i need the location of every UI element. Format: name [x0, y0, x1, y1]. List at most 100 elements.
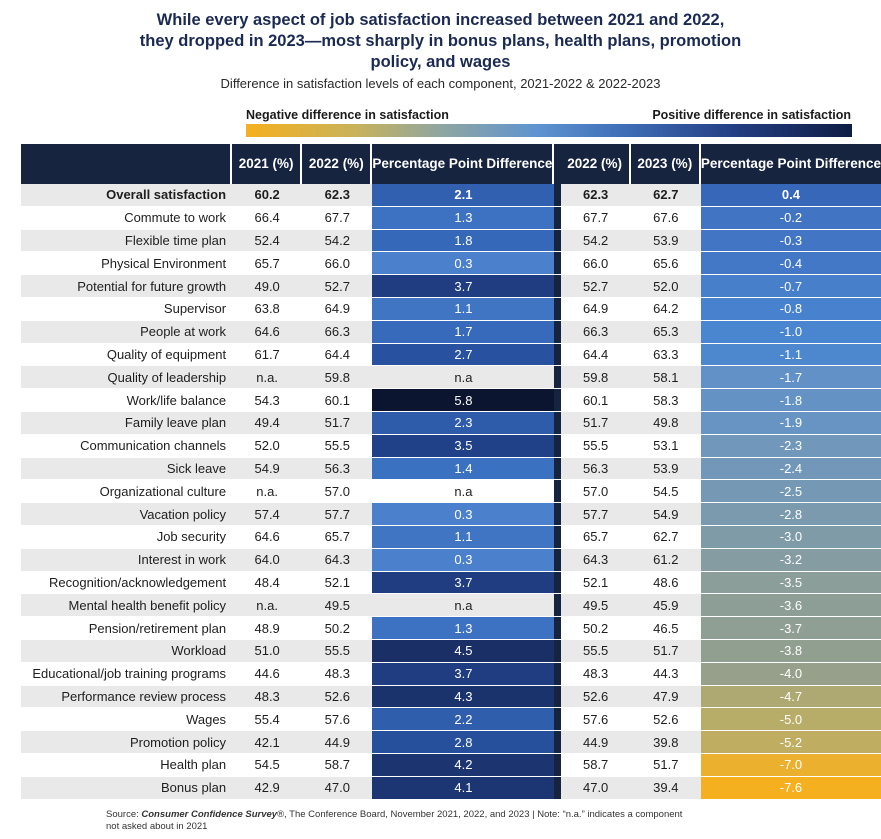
table-row: Job security 64.6 65.7 1.1 65.7 62.7 -3.0: [21, 525, 881, 549]
value-2022a: 64.3: [302, 548, 373, 572]
source-survey-name: Consumer Confidence Survey: [141, 809, 278, 820]
column-separator: [554, 548, 561, 572]
table-row: Communication channels 52.0 55.5 3.5 55.5 53.…: [21, 434, 881, 458]
value-2023: 45.9: [630, 594, 701, 618]
header-separator: [554, 144, 561, 184]
value-2021: n.a.: [232, 366, 303, 390]
diff-2022-2023: -5.0: [700, 708, 881, 732]
column-separator: [554, 594, 561, 618]
value-2022b: 50.2: [560, 617, 631, 640]
value-2022a: 51.7: [302, 411, 373, 435]
value-2022b: 65.7: [560, 525, 631, 549]
value-2022b: 60.1: [560, 389, 631, 412]
value-2023: 65.6: [630, 252, 701, 276]
table-row: Commute to work 66.4 67.7 1.3 67.7 67.6 -0.2: [21, 206, 881, 230]
value-2021: 54.9: [232, 457, 303, 481]
header-label: [21, 144, 233, 184]
diff-2021-2022: 1.1: [372, 297, 555, 321]
row-label: Recognition/acknowledgement: [21, 571, 233, 595]
diff-2021-2022: 2.1: [372, 184, 555, 207]
value-2023: 39.8: [630, 731, 701, 754]
value-2023: 63.3: [630, 343, 701, 367]
title-line: policy, and wages: [370, 53, 511, 71]
column-separator: [554, 434, 561, 458]
title-line: While every aspect of job satisfaction i…: [156, 11, 725, 29]
value-2022b: 54.2: [560, 229, 631, 253]
row-label: Organizational culture: [21, 480, 233, 504]
column-separator: [554, 252, 561, 276]
value-2022b: 66.3: [560, 320, 631, 344]
value-2023: 67.6: [630, 206, 701, 230]
row-label: Potential for future growth: [21, 275, 233, 298]
table-row: Recognition/acknowledgement 48.4 52.1 3.7 52…: [21, 571, 881, 595]
row-label: Educational/job training programs: [21, 662, 233, 686]
value-2023: 58.3: [630, 389, 701, 412]
value-2022b: 56.3: [560, 457, 631, 481]
table-row: Pension/retirement plan 48.9 50.2 1.3 50.2 46…: [21, 617, 881, 640]
table-row: Promotion policy 42.1 44.9 2.8 44.9 39.8 -5.2: [21, 731, 881, 754]
table-row: Vacation policy 57.4 57.7 0.3 57.7 54.9 -2.8: [21, 503, 881, 526]
value-2023: 61.2: [630, 548, 701, 572]
table-row: Physical Environment 65.7 66.0 0.3 66.0 65.6-…: [21, 252, 881, 276]
diff-2021-2022: 4.2: [372, 753, 555, 777]
table-row: Workload 51.0 55.5 4.5 55.5 51.7 -3.8: [21, 639, 881, 663]
table-body: Overall satisfaction 60.2 62.3 2.1 62.3 62.7 0…: [21, 184, 881, 800]
value-2022a: 57.7: [302, 503, 373, 526]
value-2022a: 58.7: [302, 753, 373, 777]
value-2022b: 44.9: [560, 731, 631, 754]
diff-2021-2022: 3.7: [372, 662, 555, 686]
value-2022b: 48.3: [560, 662, 631, 686]
source-prefix: Source:: [106, 809, 142, 820]
diff-2021-2022: 1.8: [372, 229, 555, 253]
value-2022a: 48.3: [302, 662, 373, 686]
column-separator: [554, 184, 561, 207]
column-separator: [554, 389, 561, 412]
value-2022a: 67.7: [302, 206, 373, 230]
value-2021: 48.9: [232, 617, 303, 640]
value-2022b: 64.4: [560, 343, 631, 367]
value-2021: 65.7: [232, 252, 303, 276]
diff-2022-2023: -1.9: [700, 411, 881, 435]
diff-2021-2022: 0.3: [372, 548, 555, 572]
column-separator: [554, 525, 561, 549]
value-2022b: 57.0: [560, 480, 631, 504]
diff-2022-2023: -3.7: [700, 617, 881, 640]
value-2023: 39.4: [630, 776, 701, 800]
value-2022a: 50.2: [302, 617, 373, 640]
diff-2022-2023: -0.4: [700, 252, 881, 276]
diff-2022-2023: -3.0: [700, 525, 881, 549]
row-label: Overall satisfaction: [21, 184, 233, 207]
value-2021: 42.9: [232, 776, 303, 800]
diff-2022-2023: -4.0: [700, 662, 881, 686]
column-separator: [554, 753, 561, 777]
row-label: Job security: [21, 525, 233, 549]
value-2023: 65.3: [630, 320, 701, 344]
source-line2: not asked about in 2021: [106, 821, 208, 832]
table-row: Supervisor 63.8 64.9 1.1 64.9 64.2 -0.8: [21, 297, 881, 321]
value-2022b: 64.3: [560, 548, 631, 572]
legend-negative-label: Negative difference in satisfaction: [246, 108, 449, 122]
diff-2021-2022: 2.8: [372, 731, 555, 754]
column-separator: [554, 731, 561, 754]
diff-2022-2023: -0.8: [700, 297, 881, 321]
value-2022b: 55.5: [560, 434, 631, 458]
value-2023: 47.9: [630, 685, 701, 709]
value-2022a: 55.5: [302, 639, 373, 663]
value-2022a: 54.2: [302, 229, 373, 253]
value-2022a: 65.7: [302, 525, 373, 549]
table-header-row: 2021 (%) 2022 (%) Percentage Point Diffe…: [21, 144, 881, 184]
row-label: Performance review process: [21, 685, 233, 709]
row-label: Sick leave: [21, 457, 233, 481]
header-diff-1: Percentage Point Difference: [372, 144, 555, 184]
column-separator: [554, 229, 561, 253]
column-separator: [554, 685, 561, 709]
column-separator: [554, 275, 561, 298]
column-separator: [554, 457, 561, 481]
header-2022b: 2022 (%): [560, 144, 631, 184]
value-2022a: 60.1: [302, 389, 373, 412]
value-2022a: 66.0: [302, 252, 373, 276]
value-2022b: 67.7: [560, 206, 631, 230]
column-separator: [554, 639, 561, 663]
column-separator: [554, 617, 561, 640]
value-2022b: 47.0: [560, 776, 631, 800]
